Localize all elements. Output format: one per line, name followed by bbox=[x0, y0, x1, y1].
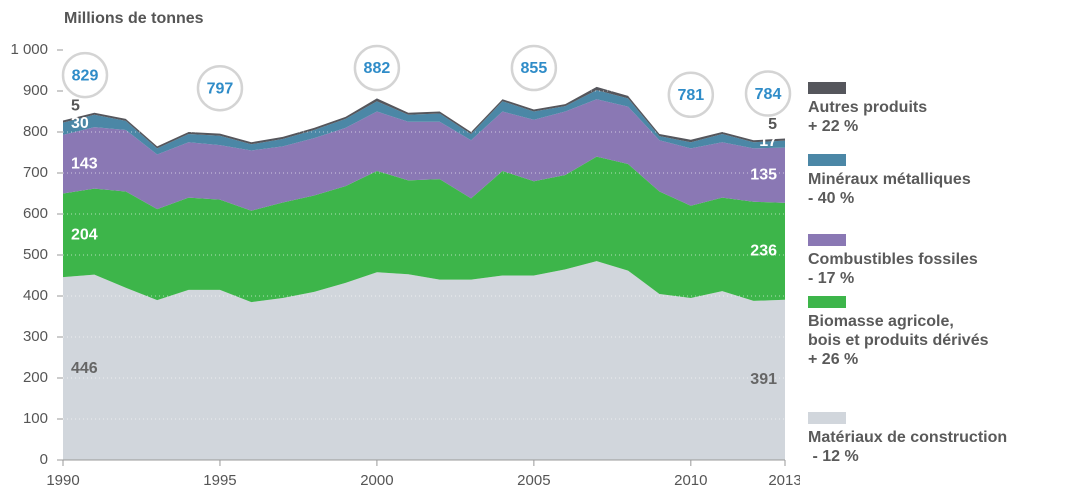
data-label: 30 bbox=[71, 115, 89, 132]
legend-change: - 12 % bbox=[808, 448, 859, 465]
legend-change: - 40 % bbox=[808, 190, 855, 207]
legend-change: + 26 % bbox=[808, 351, 859, 368]
y-tick-label: 0 bbox=[40, 451, 48, 468]
legend-swatch bbox=[808, 154, 846, 166]
data-label: 17 bbox=[759, 133, 777, 150]
x-tick-label: 2005 bbox=[517, 472, 550, 489]
total-bubble bbox=[196, 64, 244, 112]
legend-swatch bbox=[808, 82, 846, 94]
x-tick-label: 2010 bbox=[674, 472, 707, 489]
legend-item: Biomasse agricole, bois et produits déri… bbox=[808, 296, 988, 369]
data-label: 391 bbox=[750, 371, 777, 388]
data-label: 135 bbox=[750, 166, 777, 183]
x-tick-label: 2013 bbox=[768, 472, 800, 489]
data-label: 204 bbox=[71, 227, 98, 244]
legend-label: Minéraux métalliques bbox=[808, 171, 971, 188]
data-label: 236 bbox=[750, 243, 777, 260]
legend-label: Matériaux de construction bbox=[808, 429, 1008, 446]
legend-label: Biomasse agricole, bois et produits déri… bbox=[808, 313, 989, 349]
total-label: 797 bbox=[207, 80, 234, 97]
legend-swatch bbox=[808, 234, 846, 246]
total-bubble bbox=[667, 71, 715, 119]
area bbox=[63, 99, 785, 211]
total-bubble bbox=[353, 44, 401, 92]
data-label: 446 bbox=[71, 360, 98, 377]
total-bubble bbox=[744, 70, 792, 117]
y-tick-label: 500 bbox=[23, 246, 48, 263]
area bbox=[63, 156, 785, 303]
y-axis-title: Millions de tonnes bbox=[64, 10, 204, 27]
legend-item: Matériaux de construction - 12 % bbox=[808, 412, 1007, 466]
y-tick-label: 700 bbox=[23, 164, 48, 181]
total-label: 855 bbox=[521, 60, 548, 77]
y-tick-label: 800 bbox=[23, 123, 48, 140]
y-tick-label: 400 bbox=[23, 287, 48, 304]
y-tick-label: 1 000 bbox=[10, 41, 48, 58]
y-tick-label: 200 bbox=[23, 369, 48, 386]
legend-item: Minéraux métalliques - 40 % bbox=[808, 154, 971, 208]
total-label: 784 bbox=[755, 86, 782, 103]
y-tick-label: 600 bbox=[23, 205, 48, 222]
legend-item: Autres produits + 22 % bbox=[808, 82, 927, 136]
legend-swatch bbox=[808, 412, 846, 424]
area bbox=[63, 261, 785, 460]
data-label: 143 bbox=[71, 155, 98, 172]
y-tick-label: 300 bbox=[23, 328, 48, 345]
x-tick-label: 1995 bbox=[203, 472, 236, 489]
total-label: 882 bbox=[364, 60, 391, 77]
x-tick-label: 1990 bbox=[46, 472, 79, 489]
data-label: 5 bbox=[768, 116, 777, 133]
total-label: 781 bbox=[677, 87, 704, 104]
total-bubble bbox=[510, 44, 558, 92]
total-label: 829 bbox=[72, 67, 99, 84]
legend-item: Combustibles fossiles - 17 % bbox=[808, 234, 978, 288]
legend-swatch bbox=[808, 296, 846, 308]
y-tick-label: 900 bbox=[23, 82, 48, 99]
chart: Millions de tonnes 0 100 200 300 400 500 600 70… bbox=[10, 10, 801, 489]
total-bubble bbox=[61, 51, 109, 99]
legend-label: Autres produits bbox=[808, 99, 928, 116]
data-label: 5 bbox=[71, 98, 80, 115]
legend-change: + 22 % bbox=[808, 118, 859, 135]
legend-label: Combustibles fossiles bbox=[808, 251, 978, 268]
x-tick-label: 2000 bbox=[360, 472, 393, 489]
legend-change: - 17 % bbox=[808, 270, 855, 287]
y-tick-label: 100 bbox=[23, 410, 48, 427]
